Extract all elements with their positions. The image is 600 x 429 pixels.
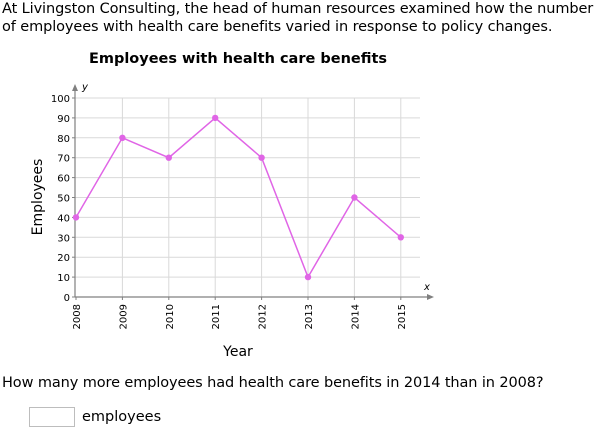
- chart-title: Employees with health care benefits: [89, 51, 387, 67]
- y-tick-label: 60: [57, 174, 70, 185]
- x-axis-arrow: [427, 294, 434, 300]
- y-tick-label: 90: [57, 114, 70, 125]
- x-tick-label: 2008: [72, 304, 83, 329]
- y-tick-label: 80: [57, 134, 70, 145]
- y-tick-label: 100: [51, 94, 70, 105]
- y-axis-label: Employees: [30, 159, 46, 236]
- data-point: [397, 234, 404, 241]
- y-tick-label: 70: [57, 154, 70, 165]
- y-axis-letter: y: [81, 82, 89, 93]
- data-point: [165, 154, 172, 161]
- answer-row: employees: [29, 406, 161, 428]
- data-point: [258, 154, 265, 161]
- axes: [72, 84, 434, 300]
- line-chart: Employees with health care benefits Empl…: [30, 51, 434, 360]
- y-tick-label: 40: [57, 213, 70, 224]
- data-point: [351, 194, 358, 201]
- x-tick-label: 2009: [118, 304, 129, 329]
- y-tick-label: 0: [64, 293, 70, 304]
- data-point: [119, 134, 126, 141]
- data-point: [304, 273, 312, 281]
- x-tick-label: 2013: [304, 304, 315, 329]
- data-series: [72, 114, 404, 281]
- y-tick-labels: 0 10 20 30 40 50 60 70 80 90 100: [51, 94, 70, 304]
- data-point: [212, 114, 219, 122]
- y-tick-label: 30: [57, 233, 70, 244]
- x-tick-label: 2012: [258, 304, 269, 329]
- answer-unit-label: employees: [82, 409, 162, 425]
- series-line: [75, 116, 402, 279]
- x-axis-letter: x: [423, 282, 430, 293]
- y-axis-arrow: [72, 84, 78, 91]
- x-tick-label: 2011: [211, 304, 222, 329]
- x-tick-label: 2010: [165, 304, 176, 329]
- x-tick-label: 2014: [350, 304, 361, 329]
- y-tick-label: 10: [57, 273, 70, 284]
- data-point: [72, 214, 80, 221]
- x-tick-labels: 2008 2009 2010 2011 2012 2013 2014 2015: [72, 304, 408, 329]
- question-text: How many more employees had health care …: [2, 375, 544, 391]
- x-axis-label: Year: [222, 344, 253, 360]
- answer-input[interactable]: [29, 407, 75, 427]
- x-tick-label: 2015: [397, 304, 408, 329]
- intro-text: At Livingston Consulting, the head of hu…: [2, 1, 594, 35]
- y-tick-label: 20: [57, 253, 70, 264]
- grid-lines: [75, 97, 420, 297]
- y-tick-label: 50: [57, 194, 70, 205]
